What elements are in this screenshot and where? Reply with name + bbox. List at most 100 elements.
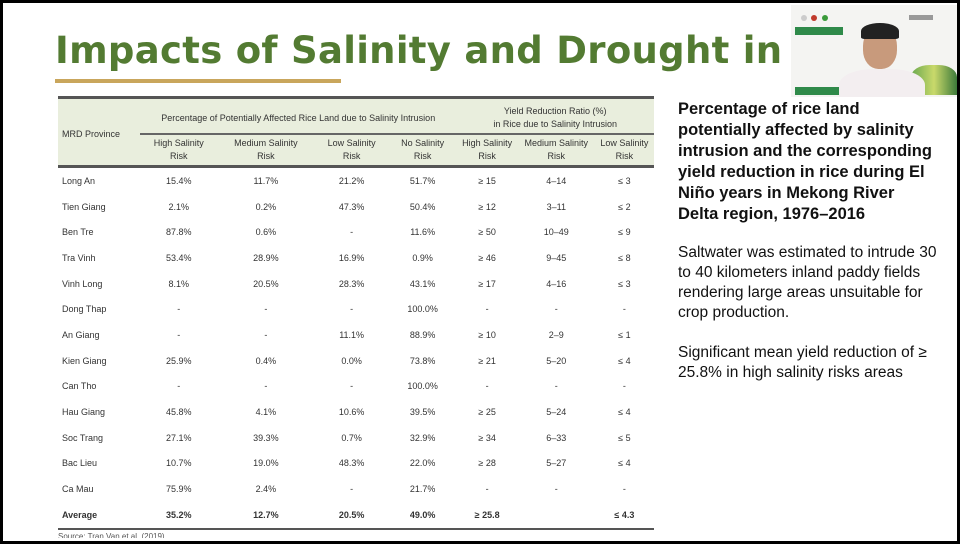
column-header-line: Low Salinity xyxy=(600,138,649,148)
column-header: Medium Salinity Risk xyxy=(217,133,315,167)
value-cell: ≥ 21 xyxy=(478,355,496,366)
value-cell: 11.1% xyxy=(339,329,365,340)
province-cell: Vinh Long xyxy=(62,278,103,289)
value-cell: 10.7% xyxy=(165,458,192,469)
table-row: Hau Giang 45.8% 4.1% 10.6% 39.5% ≥ 25 5–24 ≤ 4 xyxy=(58,399,654,425)
table-row: Soc Trang 27.1% 39.3% 0.7% 32.9% ≥ 34 6–33 ≤ 5 xyxy=(58,425,654,451)
speaker-body xyxy=(839,69,925,97)
value-cell: 10.6% xyxy=(338,407,365,418)
value-cell: ≤ 5 xyxy=(618,432,631,443)
province-cell: Bac Lieu xyxy=(62,458,98,469)
value-cell: - xyxy=(177,329,181,340)
value-cell: 2.1% xyxy=(168,201,189,212)
value-cell: 51.7% xyxy=(409,175,436,186)
webcam-dot xyxy=(801,15,807,21)
value-cell: 21.2% xyxy=(338,175,365,186)
value-cell: - xyxy=(554,381,558,392)
table-row: Dong Thap - - - 100.0% - - - xyxy=(58,296,654,322)
value-cell: 4–16 xyxy=(546,278,567,289)
value-cell: 11.7% xyxy=(253,175,279,186)
table-row: Can Tho - - - 100.0% - - - xyxy=(58,374,654,400)
group-header-yield-reduction: Yield Reduction Ratio (%) in Rice due to … xyxy=(456,97,654,134)
province-cell: An Giang xyxy=(62,329,100,340)
table-row: An Giang - - 11.1% 88.9% ≥ 10 2–9 ≤ 1 xyxy=(58,322,654,348)
province-cell: Kien Giang xyxy=(62,355,107,366)
speaker-hair xyxy=(861,23,899,39)
province-cell: Dong Thap xyxy=(62,304,107,315)
value-cell: 49.0% xyxy=(388,501,457,530)
value-cell: 27.1% xyxy=(165,432,192,443)
column-header-line: Risk xyxy=(615,151,634,161)
value-cell: ≤ 4.3 xyxy=(594,501,654,530)
side-text: Percentage of rice land potentially affe… xyxy=(678,99,938,383)
value-cell: 11.6% xyxy=(410,227,436,238)
value-cell: 19.0% xyxy=(253,458,279,469)
value-cell: ≥ 10 xyxy=(478,329,496,340)
value-cell: 2–9 xyxy=(548,329,564,340)
province-cell: Ca Mau xyxy=(62,484,94,495)
value-cell xyxy=(517,501,595,530)
value-cell: 6–33 xyxy=(546,432,567,443)
value-cell: - xyxy=(350,381,354,392)
value-cell: - xyxy=(264,329,268,340)
value-cell: 25.9% xyxy=(165,355,192,366)
province-cell: Long An xyxy=(62,175,96,186)
column-header-line: Risk xyxy=(478,151,496,161)
value-cell: 22.0% xyxy=(409,458,436,469)
value-cell: - xyxy=(177,381,181,392)
value-cell: 15.4% xyxy=(165,175,192,186)
column-header-line: Low Salinity xyxy=(327,138,376,148)
value-cell: 53.4% xyxy=(165,252,192,263)
value-cell: - xyxy=(622,484,626,495)
column-header: High Salinity Risk xyxy=(140,133,218,167)
value-cell: ≤ 4 xyxy=(618,407,631,418)
webcam-logo xyxy=(909,15,933,20)
table-row: Ben Tre 87.8% 0.6% - 11.6% ≥ 50 10–49 ≤ 9 xyxy=(58,219,654,245)
value-cell: ≤ 2 xyxy=(618,201,631,212)
side-paragraph-1: Saltwater was estimated to intrude 30 to… xyxy=(678,244,937,321)
value-cell: 100.0% xyxy=(407,304,438,315)
province-cell: Tien Giang xyxy=(62,201,106,212)
presentation-slide: Impacts of Salinity and Drought in Vietn… xyxy=(3,3,957,541)
column-header-line: Risk xyxy=(413,151,432,161)
column-header: Medium Salinity Risk xyxy=(517,133,595,167)
value-cell: 45.8% xyxy=(165,407,192,418)
value-cell: - xyxy=(485,381,489,392)
value-cell: - xyxy=(350,227,354,238)
value-cell: 5–20 xyxy=(546,355,567,366)
column-header-line: High Salinity xyxy=(153,138,204,148)
value-cell: 32.9% xyxy=(409,432,436,443)
value-cell: ≥ 25.8 xyxy=(456,501,518,530)
column-header-line: Risk xyxy=(257,151,275,161)
value-cell: 0.7% xyxy=(341,432,362,443)
value-cell: ≥ 46 xyxy=(478,252,496,263)
value-cell: ≥ 12 xyxy=(478,201,496,212)
value-cell: ≥ 50 xyxy=(478,227,496,238)
column-header-line: No Salinity xyxy=(401,138,445,148)
value-cell: ≤ 4 xyxy=(618,458,631,469)
value-cell: - xyxy=(350,484,354,495)
value-cell: 0.9% xyxy=(412,252,433,263)
value-cell: - xyxy=(622,381,626,392)
value-cell: ≥ 15 xyxy=(478,175,496,186)
value-cell: - xyxy=(485,484,489,495)
value-cell: 39.5% xyxy=(409,407,436,418)
group-header-affected-land: Percentage of Potentially Affected Rice … xyxy=(140,97,457,134)
table-source: Source: Tran Van et al. (2019) xyxy=(58,531,165,538)
value-cell: 12.7% xyxy=(217,501,315,530)
value-cell: 0.2% xyxy=(255,201,277,212)
value-cell: 21.7% xyxy=(409,484,436,495)
value-cell: - xyxy=(264,304,268,315)
value-cell: ≥ 25 xyxy=(478,407,496,418)
table-row: Ca Mau 75.9% 2.4% - 21.7% - - - xyxy=(58,476,654,502)
value-cell: - xyxy=(264,381,268,392)
province-header: MRD Province xyxy=(58,97,140,168)
group2-line1: Yield Reduction Ratio (%) xyxy=(503,106,607,116)
column-header-line: Risk xyxy=(342,151,361,161)
value-cell: 75.9% xyxy=(165,484,192,495)
value-cell: 2.4% xyxy=(255,484,277,495)
value-cell: ≥ 34 xyxy=(478,432,496,443)
value-cell: - xyxy=(350,304,354,315)
column-header: No Salinity Risk xyxy=(388,133,457,167)
value-cell: - xyxy=(622,304,626,315)
